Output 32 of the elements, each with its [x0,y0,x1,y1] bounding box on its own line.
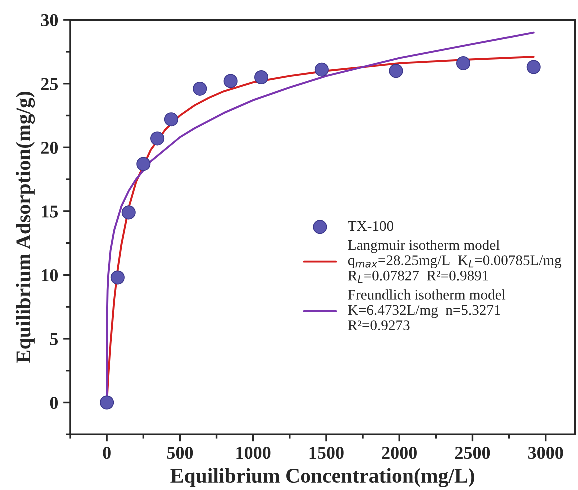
y-tick-label: 10 [42,269,58,282]
point [122,206,136,220]
legend-label: Freundlich isotherm model K=6.4732L/mg n=5.3271 R²=0.9273 [348,290,506,331]
y-tick-label: 5 [50,333,58,346]
point [110,270,125,285]
x-tick-label: 2000 [382,446,417,460]
point [224,74,238,88]
y-axis-title: Equilibrium Adsorption(mg/g) [16,92,36,364]
y-tick-label: 20 [41,142,58,154]
point [456,56,471,70]
x-tick-label: 1500 [310,446,344,460]
y-tick-label: 30 [41,14,58,27]
y-tick-label: 15 [42,206,58,218]
point [254,70,269,84]
x-tick-label: 1000 [236,446,271,460]
point [389,64,404,78]
point [526,60,541,74]
legend-label: TX-100 [348,221,394,232]
point [314,62,329,77]
text: Langmuir isotherm model q$_{max}$=28.25mg/L K$_{L}$=0.00785L/mg R$_{L}$=0.07827 R²=0.9891 [348,240,562,284]
point [164,112,178,127]
y-tick-label: 0 [50,397,58,410]
x-axis-title: Equilibrium Concentration(mg/L) [170,468,474,488]
point [150,132,165,146]
point [136,157,151,172]
x-tick-label: 0 [103,446,111,460]
x-tick-label: 500 [167,446,194,460]
point [193,82,208,96]
x-tick-label: 2500 [455,446,490,460]
x-tick-label: 3000 [528,446,564,460]
point [100,396,114,410]
y-tick-label: 25 [41,78,58,90]
